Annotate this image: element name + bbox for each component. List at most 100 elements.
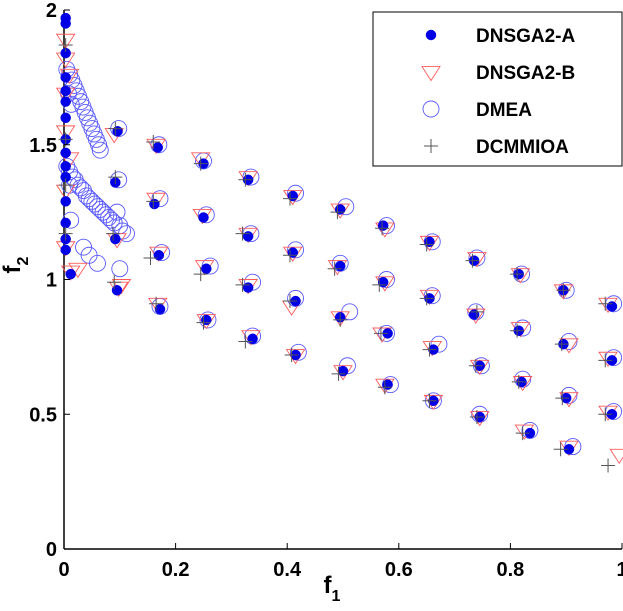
point-dnsga2-a (60, 85, 71, 97)
point-dcmmioa (556, 283, 571, 298)
point-dcmmioa (511, 374, 526, 389)
x-tick-label: 0.4 (273, 559, 302, 581)
y-tick-label: 1.5 (29, 135, 57, 157)
point-dcmmioa (510, 267, 525, 282)
point-dmea (289, 343, 307, 361)
point-dnsga2-a (377, 220, 389, 231)
legend-label-dnsga2-a: DNSGA2-A (476, 26, 576, 47)
point-dnsga2-a (198, 212, 209, 223)
point-dcmmioa (469, 304, 484, 319)
point-dnsga2-b (55, 125, 76, 141)
point-dcmmioa (419, 237, 434, 252)
point-dmea (197, 206, 215, 224)
point-dnsga2-a (60, 96, 71, 107)
point-dcmmioa (375, 221, 390, 236)
point-dnsga2-a (606, 301, 618, 312)
series-dcmmioa (58, 38, 616, 473)
point-dmea (471, 405, 489, 423)
point-dcmmioa (284, 347, 299, 362)
point-dcmmioa (554, 337, 569, 352)
legend-marker-dmea (422, 100, 440, 118)
point-dnsga2-a (60, 196, 71, 207)
point-dmea (199, 311, 217, 329)
point-dcmmioa (106, 226, 121, 241)
point-dnsga2-a (153, 249, 165, 261)
point-dmea (108, 203, 126, 221)
legend-label-dcmmioa: DCMMIOA (476, 137, 569, 158)
point-dcmmioa (58, 226, 73, 241)
point-dcmmioa (282, 294, 297, 309)
point-dcmmioa (282, 191, 297, 206)
point-dmea (244, 327, 262, 345)
point-dcmmioa (107, 275, 122, 290)
x-tick-label: 0 (58, 559, 69, 581)
point-dnsga2-a (287, 190, 299, 202)
point-dnsga2-a (247, 333, 258, 345)
point-dnsga2-a (112, 126, 123, 137)
point-dmea (110, 171, 128, 189)
x-axis-label-subscript: 1 (332, 588, 341, 605)
point-dnsga2-a (60, 244, 71, 256)
point-dmea (90, 136, 108, 154)
point-dnsga2-a (242, 231, 254, 242)
point-dnsga2-a (65, 268, 76, 280)
point-dmea (287, 184, 305, 202)
point-dcmmioa (238, 334, 253, 349)
point-dcmmioa (108, 170, 123, 185)
point-dnsga2-a (242, 282, 254, 293)
point-dcmmioa (598, 353, 613, 368)
point-dcmmioa (196, 315, 211, 330)
point-dnsga2-a (60, 18, 71, 29)
point-dnsga2-a (201, 314, 212, 326)
point-dnsga2-a (382, 379, 393, 390)
point-dcmmioa (149, 296, 164, 311)
legend-marker-dnsga2-a (425, 29, 437, 41)
point-dcmmioa (193, 156, 208, 171)
tick-labels: 0 0.2 0.4 0.6 0.8 1 0 0.5 1 1.5 2 (29, 0, 623, 581)
point-dnsga2-a (337, 365, 349, 377)
point-dcmmioa (553, 442, 568, 457)
y-tick-label: 2 (46, 0, 57, 22)
point-dnsga2-b (609, 448, 623, 465)
point-dmea (100, 209, 118, 226)
legend-box (372, 11, 623, 167)
point-dcmmioa (373, 326, 388, 341)
point-dcmmioa (143, 250, 158, 265)
point-dcmmioa (333, 312, 348, 327)
point-dcmmioa (108, 121, 123, 136)
point-dmea (430, 335, 448, 353)
point-dcmmioa (331, 366, 346, 381)
point-dmea (521, 421, 539, 439)
point-dmea (560, 386, 578, 404)
legend-label-dnsga2-b: DNSGA2-B (476, 63, 575, 84)
x-axis-label: f1 (324, 572, 341, 605)
legend-marker-dnsga2-b (421, 66, 441, 82)
y-axis-label-subscript: 2 (15, 256, 32, 265)
point-dcmmioa (58, 132, 73, 147)
point-dnsga2-a (424, 236, 435, 248)
y-axis-label: f2 (0, 256, 32, 273)
point-dnsga2-a (201, 263, 212, 274)
point-dcmmioa (465, 253, 480, 268)
point-dnsga2-a (152, 142, 163, 153)
point-dmea (151, 190, 169, 208)
legend: DNSGA2-A DNSGA2-B DMEA DCMMIOA (372, 11, 623, 167)
point-dcmmioa (58, 178, 73, 193)
point-dmea (111, 260, 129, 278)
point-dcmmioa (468, 358, 483, 373)
y-tick-label: 0.5 (29, 404, 57, 426)
data-points (55, 12, 623, 473)
point-dnsga2-a (287, 247, 299, 258)
point-dmea (91, 141, 109, 159)
point-dmea (287, 241, 305, 259)
point-dnsga2-a (334, 204, 346, 215)
point-dnsga2-a (60, 72, 71, 83)
point-dcmmioa (422, 393, 437, 408)
point-dcmmioa (515, 426, 530, 441)
point-dnsga2-b (55, 33, 76, 50)
x-tick-label: 0.2 (162, 559, 190, 581)
point-dnsga2-a (60, 217, 71, 229)
point-dcmmioa (193, 267, 208, 282)
legend-marker-dcmmioa (424, 139, 438, 153)
